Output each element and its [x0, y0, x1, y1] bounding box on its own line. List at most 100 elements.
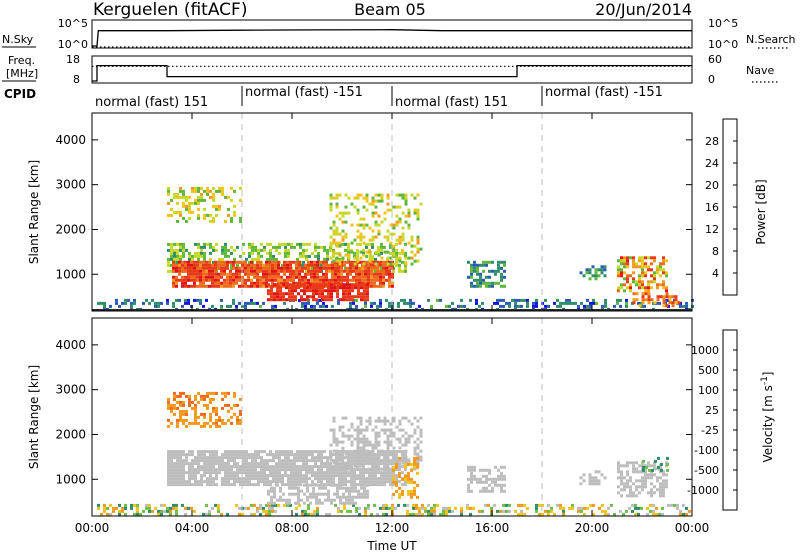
power-cell	[262, 275, 265, 279]
power-cell	[335, 229, 339, 233]
velocity-cell	[194, 412, 197, 416]
power-cell	[313, 275, 316, 279]
power-cell	[377, 199, 381, 203]
velocity-cell	[224, 483, 227, 487]
power-cell	[383, 211, 387, 215]
power-cell	[313, 269, 316, 273]
power-cell	[193, 269, 196, 273]
power-cell	[626, 259, 629, 263]
velocity-cell	[215, 450, 218, 454]
velocity-cell	[245, 459, 248, 463]
velocity-cell	[466, 506, 469, 510]
velocity-cell	[276, 498, 279, 502]
power-cell	[199, 298, 202, 302]
power-cell	[312, 295, 315, 299]
power-cell	[395, 263, 398, 267]
power-cell	[187, 284, 190, 288]
velocity-cell	[367, 503, 370, 507]
velocity-cell	[148, 506, 151, 510]
power-cell	[359, 193, 363, 197]
velocity-cell	[365, 455, 369, 459]
velocity-cell	[260, 462, 263, 466]
velocity-cell	[194, 403, 197, 407]
velocity-cell	[392, 419, 396, 423]
power-cell	[345, 286, 348, 290]
velocity-cell	[271, 509, 274, 513]
power-cell	[248, 242, 251, 246]
velocity-cell	[362, 462, 365, 466]
velocity-cell	[401, 483, 404, 487]
power-cell	[179, 189, 182, 193]
velocity-cell	[362, 474, 365, 478]
velocity-cell	[344, 456, 347, 460]
power-cell	[202, 281, 205, 285]
power-cell	[330, 289, 333, 293]
power-cell	[172, 278, 175, 282]
power-cell	[265, 263, 268, 267]
velocity-cell	[194, 477, 197, 481]
power-cell	[226, 263, 229, 267]
power-cell	[380, 199, 384, 203]
power-cell	[338, 244, 342, 248]
velocity-cell	[644, 464, 647, 468]
power-cell	[476, 266, 479, 270]
velocity-cell	[334, 503, 337, 507]
power-cell	[662, 304, 666, 308]
velocity-cell	[597, 482, 601, 486]
power-cell	[329, 235, 333, 239]
velocity-cell	[160, 512, 163, 516]
velocity-cell	[221, 453, 224, 457]
power-cell	[395, 214, 399, 218]
velocity-cell	[479, 489, 482, 493]
velocity-cell	[294, 501, 297, 505]
velocity-cell	[290, 453, 293, 457]
power-cell	[170, 207, 173, 211]
power-cell	[214, 260, 217, 264]
velocity-cell	[266, 483, 269, 487]
power-cell	[321, 295, 324, 299]
power-cell	[617, 271, 620, 275]
velocity-cell	[366, 483, 369, 487]
velocity-cell	[317, 474, 320, 478]
power-cell	[327, 295, 330, 299]
power-cell	[632, 256, 635, 260]
velocity-cell	[646, 506, 649, 510]
power-cell	[181, 275, 184, 279]
power-cell	[337, 281, 340, 285]
velocity-cell	[335, 468, 338, 472]
velocity-cell	[259, 506, 262, 510]
velocity-cell	[347, 480, 350, 484]
velocity-cell	[357, 489, 360, 493]
velocity-cell	[314, 450, 317, 454]
velocity-cell	[665, 479, 668, 483]
velocity-cell	[383, 419, 387, 423]
velocity-cell	[239, 483, 242, 487]
velocity-cell	[287, 459, 290, 463]
velocity-cell	[332, 461, 336, 465]
power-cell	[166, 298, 169, 302]
power-cell	[356, 223, 360, 227]
power-cell	[298, 278, 301, 282]
velocity-cell	[383, 465, 386, 469]
velocity-cell	[167, 474, 170, 478]
power-cell	[656, 271, 659, 275]
power-cell	[238, 284, 241, 288]
velocity-cell	[218, 456, 221, 460]
power-cell	[319, 278, 322, 282]
velocity-cell	[368, 440, 372, 444]
power-cell	[473, 266, 476, 270]
power-cell	[392, 253, 396, 257]
power-cell	[635, 292, 639, 296]
power-cell	[262, 263, 265, 267]
power-cell	[395, 248, 398, 252]
velocity-cell	[230, 450, 233, 454]
velocity-cell	[290, 465, 293, 469]
power-cell	[235, 260, 238, 264]
power-cell	[674, 298, 678, 302]
velocity-cell	[326, 459, 329, 463]
velocity-cell	[485, 486, 488, 490]
velocity-cell	[344, 461, 348, 465]
velocity-cell	[215, 391, 218, 395]
velocity-cell	[316, 506, 319, 510]
power-cell	[206, 242, 209, 246]
